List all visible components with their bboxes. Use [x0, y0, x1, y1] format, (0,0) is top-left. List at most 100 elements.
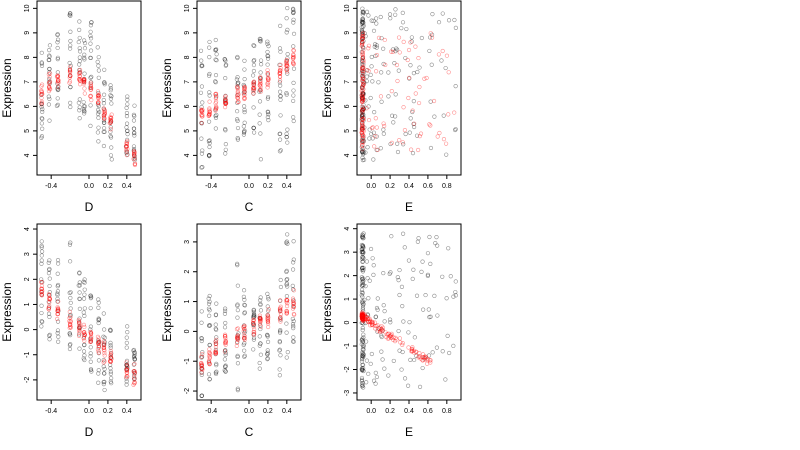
- y-tick-label: 4: [24, 227, 31, 231]
- observed-point: [389, 234, 394, 239]
- fitted-point: [82, 332, 87, 337]
- fitted-point: [360, 125, 366, 130]
- observed-point: [257, 315, 263, 321]
- fitted-point: [56, 299, 61, 304]
- observed-point: [364, 380, 369, 385]
- observed-point: [47, 53, 52, 58]
- observed-point: [88, 55, 93, 60]
- observed-point: [131, 112, 137, 117]
- observed-point: [359, 21, 365, 26]
- observed-point: [242, 104, 247, 109]
- observed-point: [199, 64, 204, 69]
- observed-point: [277, 339, 282, 344]
- observed-point: [361, 91, 366, 96]
- observed-point: [393, 92, 398, 97]
- observed-point: [382, 366, 387, 371]
- fitted-point: [359, 41, 365, 46]
- observed-point: [101, 101, 107, 106]
- fitted-point: [389, 335, 395, 340]
- fitted-point: [278, 304, 283, 309]
- observed-point: [359, 93, 364, 98]
- observed-point: [374, 374, 380, 380]
- observed-point: [440, 349, 445, 354]
- fitted-point: [102, 107, 107, 113]
- fitted-point: [425, 358, 430, 363]
- observed-point: [252, 314, 257, 319]
- fitted-point: [77, 76, 82, 82]
- observed-point: [364, 74, 370, 79]
- observed-point: [285, 350, 290, 355]
- observed-point: [223, 99, 228, 105]
- observed-point: [387, 317, 393, 322]
- observed-point: [369, 64, 374, 69]
- y-tick-label: 4: [344, 153, 351, 157]
- fitted-point: [251, 324, 256, 329]
- fitted-point: [81, 77, 86, 82]
- fitted-point: [373, 323, 378, 329]
- fitted-point: [251, 318, 256, 323]
- observed-point: [199, 365, 204, 371]
- observed-point: [453, 290, 458, 295]
- observed-point: [77, 283, 82, 288]
- fitted-point: [77, 321, 82, 326]
- fitted-point: [360, 107, 366, 113]
- fitted-point: [46, 306, 51, 311]
- observed-point: [284, 30, 289, 35]
- fitted-point: [414, 349, 419, 354]
- observed-point: [213, 80, 218, 85]
- fitted-point: [200, 366, 205, 371]
- fitted-point: [362, 313, 367, 318]
- observed-point: [361, 82, 366, 87]
- observed-point: [257, 38, 263, 44]
- observed-point: [96, 125, 101, 130]
- fitted-point: [213, 92, 218, 97]
- observed-point: [360, 45, 366, 50]
- observed-point: [373, 370, 378, 375]
- observed-point: [291, 339, 296, 344]
- fitted-point: [95, 346, 101, 352]
- observed-point: [374, 305, 380, 311]
- fitted-point: [360, 313, 365, 318]
- fitted-point: [359, 37, 365, 42]
- observed-point: [213, 57, 218, 62]
- observed-point: [213, 113, 218, 119]
- observed-point: [391, 358, 396, 364]
- observed-point: [360, 313, 365, 318]
- fitted-point: [68, 74, 73, 79]
- fitted-point: [265, 317, 270, 322]
- observed-point: [131, 126, 137, 131]
- observed-point: [361, 256, 366, 261]
- fitted-point: [223, 333, 228, 339]
- observed-point: [360, 36, 366, 41]
- fitted-point: [360, 34, 365, 39]
- observed-point: [359, 283, 365, 288]
- observed-point: [67, 242, 73, 247]
- observed-point: [223, 306, 228, 311]
- fitted-point: [278, 306, 283, 311]
- observed-point: [427, 234, 432, 240]
- fitted-point: [39, 100, 44, 106]
- fitted-point: [222, 341, 228, 346]
- fitted-point: [413, 349, 418, 354]
- observed-point: [96, 115, 101, 120]
- observed-point: [265, 334, 270, 339]
- observed-point: [365, 276, 370, 281]
- observed-point: [223, 352, 228, 357]
- observed-point: [257, 36, 262, 41]
- fitted-point: [405, 57, 410, 63]
- observed-point: [251, 105, 256, 110]
- x-tick-label: 0.0: [84, 183, 94, 190]
- fitted-point: [124, 360, 129, 365]
- observed-point: [101, 129, 106, 135]
- fitted-point: [257, 313, 263, 318]
- fitted-point: [39, 92, 44, 97]
- fitted-point: [291, 53, 296, 58]
- fitted-point: [55, 78, 61, 84]
- observed-point: [364, 339, 369, 344]
- fitted-point: [291, 288, 296, 293]
- fitted-point: [131, 382, 136, 387]
- observed-point: [375, 296, 380, 301]
- observed-point: [102, 387, 107, 393]
- observed-point: [242, 330, 247, 336]
- observed-point: [360, 316, 365, 321]
